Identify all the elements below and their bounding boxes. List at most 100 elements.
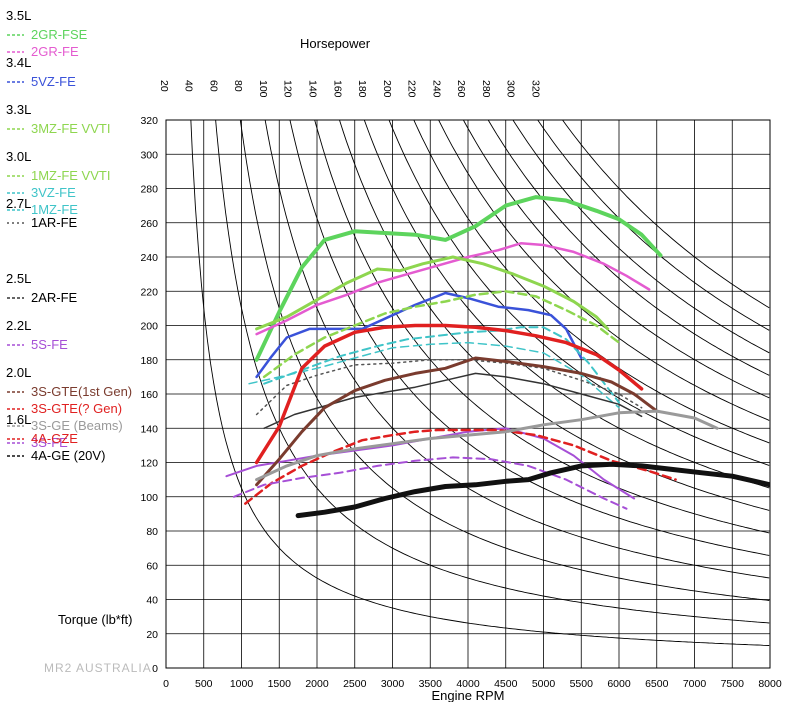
hp-curve [215,120,770,624]
hp-curve-label: 140 [306,80,318,98]
x-tick-label: 3000 [381,678,405,690]
x-tick-label: 3500 [419,678,443,690]
hp-curve [462,120,770,399]
watermark: MR2 AUSTRALIA [44,661,152,675]
legend-group-heading: 3.4L [6,55,31,70]
x-tick-label: 1500 [268,678,292,690]
legend-entry-label: 2GR-FE [31,44,79,59]
hp-curve [512,120,770,354]
x-tick-label: 6000 [607,678,631,690]
series-line [254,195,663,362]
series-line [232,456,628,510]
legend-group-heading: 2.2L [6,318,31,333]
x-tick-label: 7000 [683,678,707,690]
y-tick-label: 100 [140,492,158,504]
hp-curve-label: 100 [257,80,269,98]
y-axis-label: Torque (lb*ft) [58,612,132,627]
hp-curve [314,120,770,534]
legend-entry-label: 2GR-FSE [31,27,88,42]
legend-group-heading: 2.5L [6,271,31,286]
hp-curve-label: 40 [183,80,195,92]
x-tick-label: 8000 [758,678,782,690]
chart-title: Horsepower [300,36,371,51]
hp-curve [487,120,770,376]
hp-curve-label: 240 [430,80,442,98]
x-tick-label: 6500 [645,678,669,690]
x-tick-label: 5000 [532,678,556,690]
x-tick-label: 5500 [570,678,594,690]
legend-entry-label: 3S-GTE(? Gen) [31,401,122,416]
series-line [255,356,659,487]
y-tick-label: 180 [140,355,158,367]
y-tick-label: 280 [140,184,158,196]
y-tick-label: 200 [140,321,158,333]
legend-entry-label: 5VZ-FE [31,74,76,89]
y-tick-label: 60 [146,560,158,572]
x-tick-label: 1000 [230,678,254,690]
series-layer [225,195,770,519]
series-line [255,359,643,416]
hp-curve-label: 320 [530,80,542,98]
legend-group-heading: 3.5L [6,8,31,23]
series-line [255,242,651,336]
series-line [255,255,610,331]
y-tick-label: 300 [140,149,158,161]
series-line [263,326,620,404]
hp-curve-label: 300 [505,80,517,98]
y-tick-label: 40 [146,595,158,607]
x-tick-label: 2000 [305,678,329,690]
hp-curve-label: 260 [455,80,467,98]
hp-curve-label: 200 [381,80,393,98]
hp-curve [190,120,770,646]
hp-curve [388,120,770,466]
y-tick-label: 120 [140,458,158,470]
legend-group-heading: 3.3L [6,102,31,117]
legend-entry-label: 1MZ-FE VVTI [31,168,110,183]
legend-entry-label: 3MZ-FE VVTI [31,121,110,136]
hp-curve [413,120,770,444]
y-tick-label: 320 [140,115,158,127]
series-line [295,461,770,519]
hp-curve [363,120,770,489]
x-tick-label: 4000 [456,678,480,690]
legend-entry-label: 1MZ-FE [31,202,78,217]
x-tick-label: 0 [163,678,169,690]
hp-curve-label: 280 [480,80,492,98]
y-tick-label: 220 [140,286,158,298]
hp-curve-label: 60 [207,80,219,92]
y-tick-label: 240 [140,252,158,264]
legend-entry-label: 4A-GE (20V) [31,448,105,463]
hp-curve-label: 160 [331,80,343,98]
y-tick-label: 20 [146,629,158,641]
legend-entry-label: 3VZ-FE [31,185,76,200]
legend-group-heading: 3.0L [6,149,31,164]
hp-curve [264,120,770,579]
series-line [254,323,644,465]
series-line [255,291,583,379]
hp-curve [289,120,770,556]
y-tick-label: 0 [152,663,158,675]
legend-group-heading: 2.7L [6,196,31,211]
series-line [244,428,677,505]
hp-curve-label: 180 [356,80,368,98]
y-axis-ticks: 0 20 40 60 80 100 120 140 160 180 200 220 240 260 280 3… [140,115,158,675]
hp-curve [561,120,770,309]
x-axis-ticks: 0 500 1000 1500 2000 2500 3000 3500 4000 4500 5000… [163,678,782,690]
hp-curve-label: 80 [232,80,244,92]
legend-entry-label: 4A-GZE [31,431,78,446]
x-tick-label: 2500 [343,678,367,690]
hp-curve-label: 220 [406,80,418,98]
y-tick-label: 260 [140,218,158,230]
legend-group-heading: 1.6L [6,412,31,427]
hp-curve [339,120,770,511]
x-tick-label: 500 [195,678,213,690]
legend-group-heading: 2.0L [6,365,31,380]
hp-curve [438,120,770,421]
hp-curve [239,120,770,601]
hp-curve-set [190,120,770,646]
x-tick-label: 7500 [721,678,745,690]
legend-entry-label: 1AR-FE [31,215,78,230]
x-tick-label: 4500 [494,678,518,690]
y-tick-label: 160 [140,389,158,401]
